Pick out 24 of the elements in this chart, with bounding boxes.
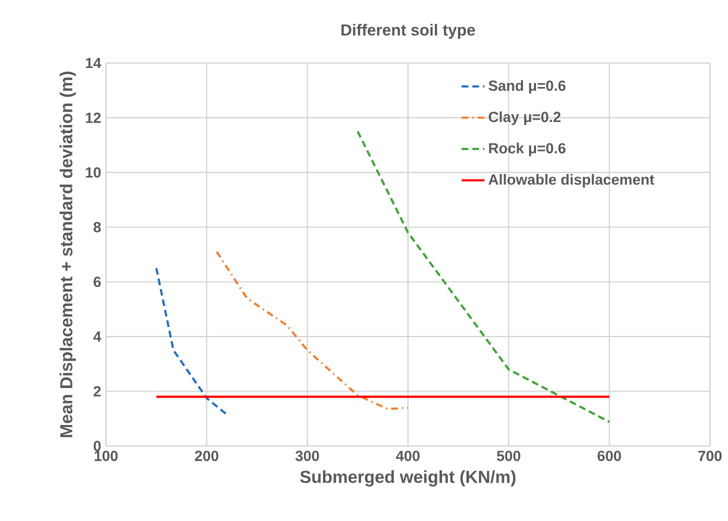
x-tick-label: 700: [698, 450, 722, 462]
x-axis-title: Submerged weight (KN/m): [300, 470, 516, 486]
y-tick-label: 2: [94, 386, 101, 396]
chart-title: Different soil type: [342, 24, 475, 39]
x-tick-label: 200: [194, 450, 218, 462]
x-tick-label: 300: [295, 450, 319, 462]
x-tick-label: 500: [496, 450, 520, 462]
y-tick-label: 4: [93, 332, 102, 342]
y-axis-title: Mean Displacement + standard deviation (m): [60, 72, 76, 438]
x-tick-label: 100: [94, 450, 118, 462]
y-tick-label: 14: [86, 58, 102, 68]
legend-label: Clay μ=0.2: [488, 111, 561, 126]
y-tick-label: 12: [86, 112, 101, 123]
y-tick-label: 0: [94, 440, 101, 452]
x-tick-label: 600: [598, 450, 621, 462]
line-series: [216, 250, 410, 410]
x-tick-label: 400: [396, 450, 420, 462]
y-tick-label: 10: [86, 167, 101, 178]
y-tick-label: 8: [94, 222, 101, 232]
y-tick-label: 6: [94, 276, 101, 288]
legend-label: Sand μ=0.6: [488, 80, 566, 94]
legend-label: Allowable displacement: [488, 174, 654, 188]
line-series: [155, 267, 228, 416]
legend-label: Rock μ=0.6: [489, 142, 566, 156]
